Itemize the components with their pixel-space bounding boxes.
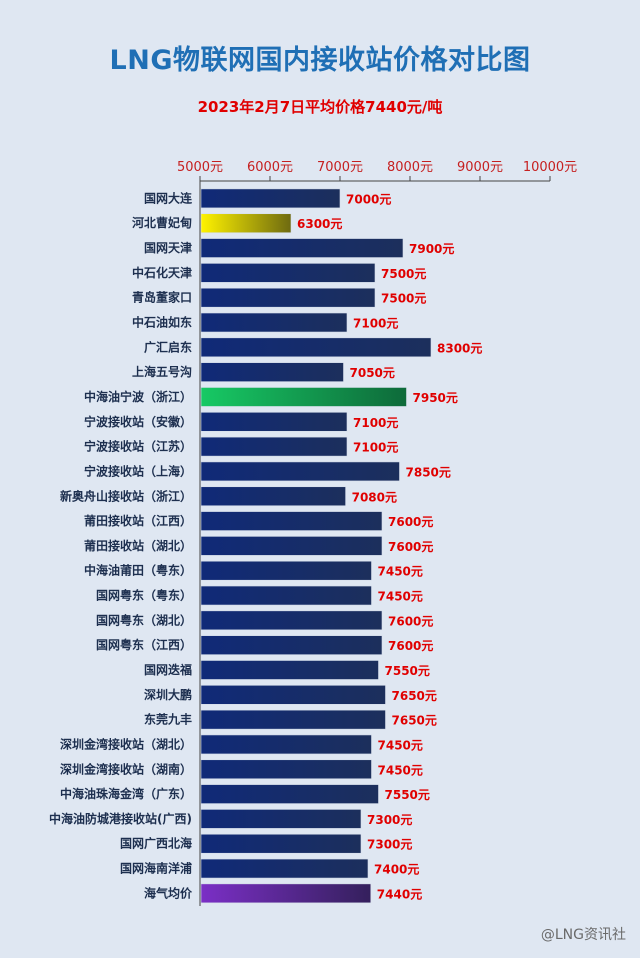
value-label: 7100元 xyxy=(353,317,398,331)
value-label: 7450元 xyxy=(378,590,423,604)
bar xyxy=(200,213,292,234)
category-label: 青岛董家口 xyxy=(132,290,192,305)
category-label: 宁波接收站（江苏） xyxy=(84,439,192,454)
bar xyxy=(200,685,386,705)
bar xyxy=(200,833,362,854)
category-label: 国网粤东（江西） xyxy=(96,637,192,652)
value-label: 7850元 xyxy=(406,465,451,479)
bar xyxy=(200,486,346,507)
bar xyxy=(200,635,383,655)
category-label: 国网粤东（粤东） xyxy=(96,588,192,603)
category-label: 国网迭福 xyxy=(144,662,192,677)
category-label: 中海油珠海金湾（广东） xyxy=(60,786,192,801)
category-label: 中石化天津 xyxy=(132,265,192,280)
category-label: 国网粤东（湖北） xyxy=(96,612,192,627)
value-label: 7600元 xyxy=(388,540,433,554)
value-label: 7650元 xyxy=(392,714,437,728)
bar xyxy=(200,660,379,680)
chart-subtitle: 2023年2月7日平均价格7440元/吨 xyxy=(197,98,443,116)
value-label: 7440元 xyxy=(377,887,422,901)
category-label: 宁波接收站（安徽） xyxy=(84,414,192,429)
value-label: 7080元 xyxy=(352,490,397,504)
bar xyxy=(200,362,344,382)
value-label: 7050元 xyxy=(350,366,395,380)
value-label: 7550元 xyxy=(385,664,430,678)
category-label: 宁波接收站（上海） xyxy=(84,463,192,478)
value-label: 6300元 xyxy=(297,217,342,231)
bar xyxy=(200,709,386,730)
bar xyxy=(200,759,372,780)
bar xyxy=(200,536,383,556)
bar xyxy=(200,585,372,606)
x-tick-label: 10000元 xyxy=(523,160,577,175)
value-label: 7500元 xyxy=(381,292,426,306)
bar xyxy=(200,387,407,407)
value-label: 8300元 xyxy=(437,341,482,355)
chart-title: LNG物联网国内接收站价格对比图 xyxy=(109,45,531,76)
category-label: 国网广西北海 xyxy=(120,836,192,851)
value-label: 7550元 xyxy=(385,788,430,802)
bar xyxy=(200,883,372,904)
category-label: 上海五号沟 xyxy=(132,364,192,379)
category-label: 深圳大鹏 xyxy=(144,687,192,702)
bar xyxy=(200,560,372,581)
value-label: 7100元 xyxy=(353,416,398,430)
category-label: 中海油防城港接收站(广西) xyxy=(49,811,192,826)
category-label: 国网天津 xyxy=(144,240,192,255)
bar xyxy=(200,734,372,755)
watermark: @LNG资讯社 xyxy=(540,927,626,943)
x-tick-label: 5000元 xyxy=(177,160,223,175)
bar xyxy=(200,809,362,829)
category-label: 莆田接收站（湖北） xyxy=(84,538,192,553)
value-label: 7950元 xyxy=(413,391,458,405)
value-label: 7300元 xyxy=(367,813,412,827)
x-tick-label: 9000元 xyxy=(457,160,503,175)
bar xyxy=(200,610,383,631)
bar xyxy=(200,263,376,283)
value-label: 7100元 xyxy=(353,441,398,455)
category-label: 莆田接收站（江西） xyxy=(84,513,192,528)
bar xyxy=(200,188,341,209)
bar xyxy=(200,461,400,482)
category-label: 深圳金湾接收站（湖南） xyxy=(60,761,192,776)
category-label: 国网海南洋浦 xyxy=(120,861,192,876)
category-label: 河北曹妃甸 xyxy=(131,215,192,230)
bar xyxy=(200,511,383,531)
value-label: 7500元 xyxy=(381,267,426,281)
category-label: 国网大连 xyxy=(144,190,193,205)
bar xyxy=(200,784,379,804)
category-label: 中石油如东 xyxy=(132,315,192,330)
value-label: 7650元 xyxy=(392,689,437,703)
bar xyxy=(200,287,376,308)
category-label: 海气均价 xyxy=(144,885,193,900)
value-label: 7450元 xyxy=(378,763,423,777)
value-label: 7300元 xyxy=(367,838,412,852)
bar xyxy=(200,436,348,457)
bar xyxy=(200,312,348,333)
value-label: 7450元 xyxy=(378,565,423,579)
category-label: 深圳金湾接收站（湖北） xyxy=(60,736,192,751)
value-label: 7450元 xyxy=(378,738,423,752)
value-label: 7400元 xyxy=(374,863,419,877)
category-label: 中海油宁波（浙江） xyxy=(84,389,192,404)
x-tick-label: 8000元 xyxy=(387,160,433,175)
bar xyxy=(200,411,348,432)
value-label: 7600元 xyxy=(388,614,433,628)
bar xyxy=(200,238,404,258)
bar xyxy=(200,858,369,879)
value-label: 7000元 xyxy=(346,192,391,206)
category-label: 广汇启东 xyxy=(144,339,192,354)
value-label: 7900元 xyxy=(409,242,454,256)
category-label: 新奥舟山接收站（浙江） xyxy=(60,488,192,503)
value-label: 7600元 xyxy=(388,639,433,653)
category-label: 东莞九丰 xyxy=(144,712,192,727)
bar xyxy=(200,337,432,358)
category-label: 中海油莆田（粤东） xyxy=(84,563,192,578)
x-tick-label: 7000元 xyxy=(317,160,363,175)
x-tick-label: 6000元 xyxy=(247,160,293,175)
value-label: 7600元 xyxy=(388,515,433,529)
